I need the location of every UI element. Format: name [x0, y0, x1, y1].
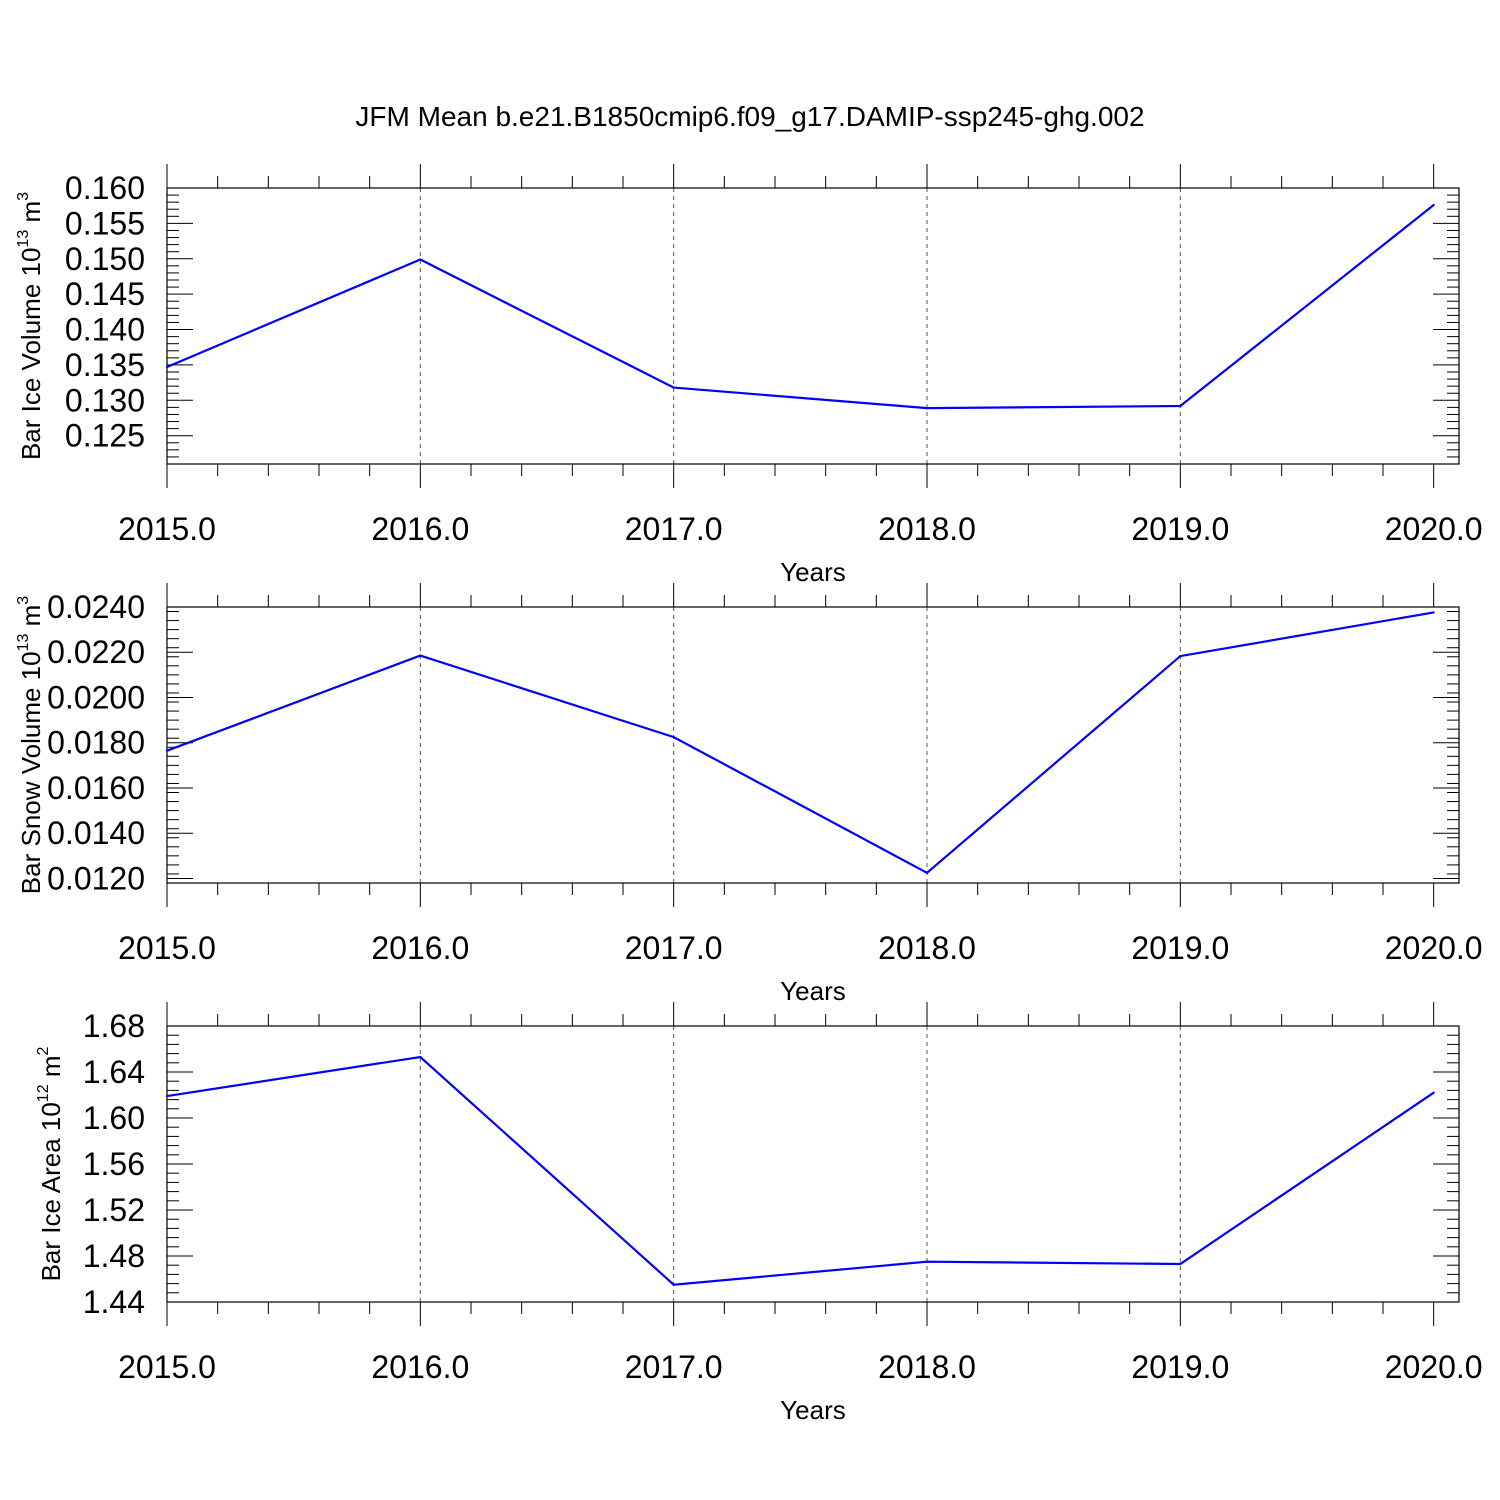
y-tick-label: 0.160 — [65, 170, 145, 206]
figure-title: JFM Mean b.e21.B1850cmip6.f09_g17.DAMIP-… — [355, 101, 1144, 132]
y-axis-title-exponent: 13 — [15, 230, 32, 248]
data-point — [925, 871, 929, 874]
x-axis-title: Years — [780, 557, 846, 587]
y-axis-title-unit: m — [16, 201, 46, 230]
y-axis-title-unit: m — [36, 1055, 66, 1084]
y-tick-label: 1.64 — [83, 1054, 145, 1090]
x-tick-label: 2019.0 — [1131, 511, 1229, 547]
plot-frame — [166, 606, 1460, 884]
x-tick-label: 2018.0 — [878, 930, 976, 966]
data-point — [165, 749, 169, 752]
y-axis-title: Bar Ice Area 1012 m2 — [35, 1046, 66, 1281]
data-point — [1432, 1091, 1435, 1094]
x-tick-label: 2016.0 — [371, 930, 469, 966]
y-tick-label: 0.0120 — [47, 860, 145, 896]
data-point — [1432, 203, 1435, 207]
data-point — [165, 365, 169, 369]
y-tick-label: 1.48 — [83, 1238, 145, 1274]
series-line — [166, 611, 1434, 875]
x-tick-label: 2016.0 — [371, 1349, 469, 1385]
x-tick-label: 2018.0 — [878, 1349, 976, 1385]
data-point — [419, 1055, 422, 1059]
panel-2: 2015.0 2016.0 2017.0 2018.0 2019.0 2020.0 Year… — [15, 583, 1483, 1006]
data-point — [1432, 611, 1435, 614]
y-tick-label: 1.52 — [83, 1192, 145, 1228]
y-tick-label: 1.68 — [83, 1008, 145, 1044]
y-tick-label: 0.0180 — [47, 725, 145, 761]
y-tick-label: 0.0160 — [47, 770, 145, 806]
x-tick-label: 2017.0 — [625, 511, 723, 547]
y-tick-label: 0.125 — [65, 418, 145, 454]
y-axis-title: Bar Snow Volume 1013 m3 — [15, 596, 46, 895]
data-point — [672, 386, 675, 389]
y-tick-label: 1.44 — [83, 1284, 145, 1320]
series-line — [166, 204, 1435, 410]
x-axis-title: Years — [780, 976, 846, 1006]
panels: 2015.0 2016.0 2017.0 2018.0 2019.0 2020.0 Year… — [15, 164, 1483, 1425]
y-tick-label: 0.150 — [65, 241, 145, 277]
panel-1: 2015.0 2016.0 2017.0 2018.0 2019.0 2020.0 Year… — [15, 164, 1483, 587]
y-axis-title-text: Bar Snow Volume 10 — [16, 651, 46, 894]
y-axis-title-text: Bar Ice Area 10 — [36, 1102, 66, 1281]
y-tick-label: 0.145 — [65, 276, 145, 312]
plot-frame — [166, 1025, 1460, 1303]
x-tick-label: 2019.0 — [1131, 1349, 1229, 1385]
data-point — [925, 1260, 929, 1263]
y-axis-title-text: Bar Ice Volume 10 — [16, 248, 46, 460]
data-point — [419, 654, 422, 657]
y-tick-label: 0.0140 — [47, 815, 145, 851]
x-tick-label: 2020.0 — [1385, 511, 1483, 547]
y-tick-label: 0.140 — [65, 312, 145, 348]
x-axis-title: Years — [780, 1395, 846, 1425]
x-tick-label: 2018.0 — [878, 511, 976, 547]
x-tick-label: 2019.0 — [1131, 930, 1229, 966]
x-tick-label: 2015.0 — [118, 511, 216, 547]
y-tick-label: 0.130 — [65, 382, 145, 418]
y-tick-label: 1.56 — [83, 1146, 145, 1182]
y-axis-title-exponent: 12 — [35, 1084, 52, 1102]
data-point — [672, 1283, 675, 1286]
series-line — [166, 1055, 1435, 1286]
y-tick-label: 0.0220 — [47, 634, 145, 670]
x-tick-label: 2015.0 — [118, 930, 216, 966]
data-point — [1179, 1262, 1182, 1266]
y-axis-title: Bar Ice Volume 1013 m3 — [15, 192, 46, 460]
y-axis-title-unit: m — [16, 605, 46, 634]
x-tick-label: 2020.0 — [1385, 1349, 1483, 1385]
x-tick-label: 2015.0 — [118, 1349, 216, 1385]
x-tick-label: 2017.0 — [625, 1349, 723, 1385]
x-tick-label: 2020.0 — [1385, 930, 1483, 966]
y-axis-title-unit-exponent: 3 — [15, 596, 32, 605]
data-point — [165, 1095, 169, 1098]
x-tick-label: 2017.0 — [625, 930, 723, 966]
data-point — [419, 258, 422, 261]
y-tick-label: 0.0200 — [47, 679, 145, 715]
data-point — [1179, 404, 1182, 408]
data-point — [1179, 654, 1182, 658]
x-tick-label: 2016.0 — [371, 511, 469, 547]
data-point — [672, 735, 675, 739]
panel-3: 2015.0 2016.0 2017.0 2018.0 2019.0 2020.0 Year… — [35, 1002, 1483, 1425]
plot-frame — [166, 187, 1460, 465]
y-axis-title-exponent: 13 — [15, 633, 32, 651]
data-point — [925, 406, 929, 410]
y-axis-title-unit-exponent: 2 — [35, 1046, 52, 1055]
y-tick-label: 0.0240 — [47, 589, 145, 625]
y-tick-label: 0.135 — [65, 347, 145, 383]
y-tick-label: 1.60 — [83, 1100, 145, 1136]
y-tick-label: 0.155 — [65, 205, 145, 241]
y-axis-title-unit-exponent: 3 — [15, 192, 32, 201]
